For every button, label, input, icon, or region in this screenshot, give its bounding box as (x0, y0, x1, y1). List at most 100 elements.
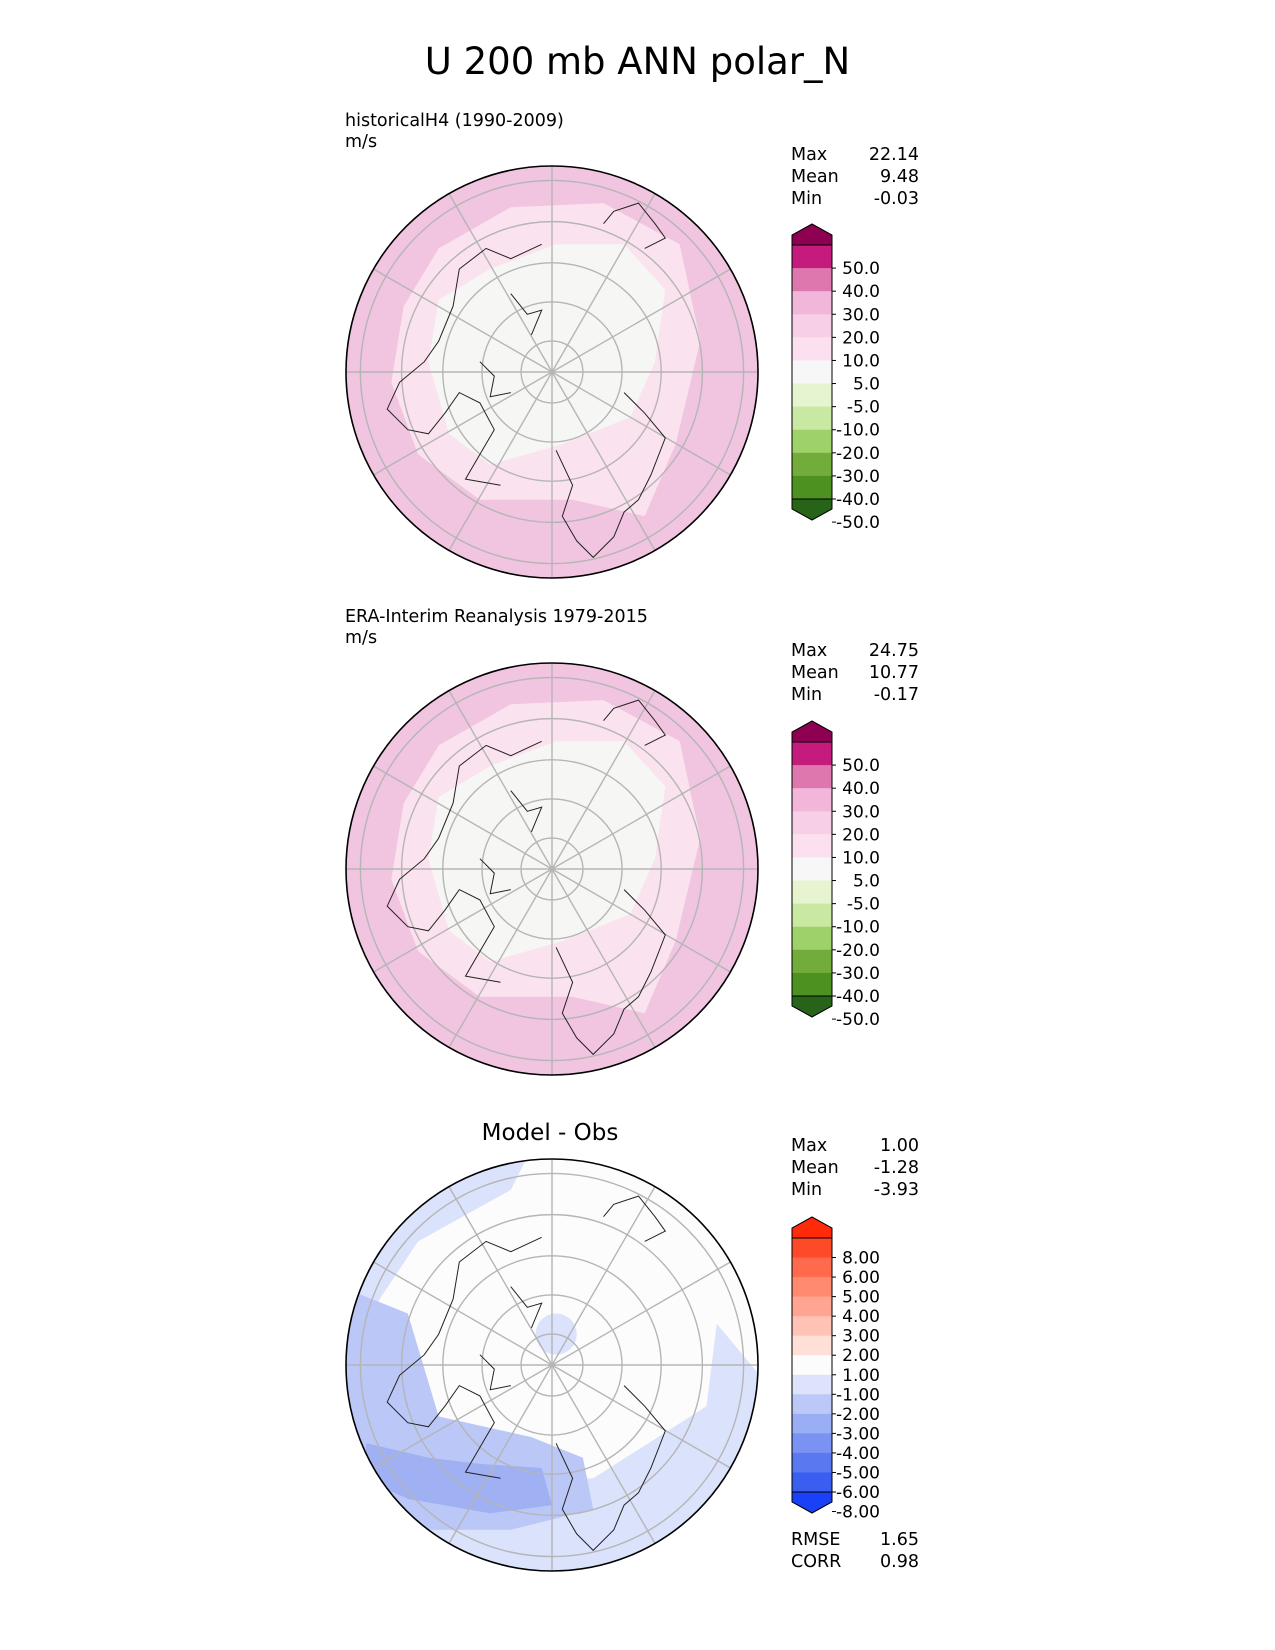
colorbar-segment (792, 1277, 832, 1298)
meridian-line (373, 268, 553, 373)
map-boundary (345, 662, 759, 1076)
colorbar-segment (792, 949, 832, 974)
colorbar-tick-label: 8.00 (842, 1249, 880, 1269)
coastline (510, 293, 543, 336)
panel1-model-name: historicalH4 (1990-2009) (345, 111, 564, 131)
graticule (346, 166, 758, 578)
coastline (386, 1236, 542, 1479)
colorbar-tick-label: -6.00 (836, 1483, 880, 1503)
colorbar-segment (792, 268, 832, 292)
colorbar-tick-label: -20.0 (836, 941, 880, 961)
meridian-line (373, 1261, 553, 1366)
meridian-line (551, 371, 731, 476)
meridian-line (551, 1364, 731, 1469)
colorbar-segment (792, 1355, 832, 1376)
meridian-line (448, 1364, 553, 1544)
colorbar-tick-label: 50.0 (842, 259, 880, 279)
colorbar-segment (792, 1413, 832, 1434)
colorbar-tick-label: 40.0 (842, 282, 880, 302)
colorbar-tick-label: 6.00 (842, 1268, 880, 1288)
colorbar-segment (792, 1296, 832, 1317)
colorbar-segment (792, 857, 832, 882)
colorbar-segment (792, 972, 832, 997)
colorbar-tick-label: 20.0 (842, 328, 880, 348)
coastline (555, 1385, 666, 1552)
polar-map-1 (345, 165, 759, 579)
colorbar-segment (792, 475, 832, 500)
figure-title: U 200 mb ANN polar_N (424, 40, 851, 83)
panel2-units: m/s (345, 628, 378, 648)
map-boundary (345, 1158, 759, 1572)
colorbar-tick-label: -5.0 (847, 398, 880, 418)
colorbar-tick-label: -50.0 (836, 1010, 880, 1030)
stat-min: Min -0.17 (791, 685, 919, 705)
colorbar-tick-label: 40.0 (842, 779, 880, 799)
meridian-line (373, 765, 553, 870)
colorbar-segment (792, 788, 832, 812)
colorbar-tick-label: 30.0 (842, 305, 880, 325)
stat-mean: Mean 10.77 (791, 663, 919, 683)
stat-min: Min -0.03 (791, 189, 919, 209)
colorbar-segment (792, 429, 832, 454)
colorbar-segment (792, 1433, 832, 1454)
colorbar-extend-max (791, 223, 833, 246)
colorbar-tick-label: -4.00 (836, 1444, 880, 1464)
stat-max: Max 24.75 (791, 641, 919, 661)
colorbar-tick-label: 4.00 (842, 1307, 880, 1327)
stat-mean: Mean 9.48 (791, 167, 919, 187)
colorbar-tick-label: -5.00 (836, 1463, 880, 1483)
colorbar-tick-label: 3.00 (842, 1327, 880, 1347)
colorbar-tick-label: -5.0 (847, 895, 880, 915)
graticule (346, 1159, 758, 1571)
stat-min: Min -3.93 (791, 1180, 919, 1200)
colorbar-segment (792, 880, 832, 905)
colorbar-extend-min (791, 1491, 833, 1514)
meridian-line (551, 1261, 731, 1366)
coastline (555, 889, 666, 1056)
colorbar-segment (792, 1374, 832, 1395)
field-layer (346, 1159, 758, 1571)
coastline (479, 361, 511, 398)
colorbar-segment (792, 337, 832, 361)
panel3-title: Model - Obs (481, 1120, 619, 1146)
colorbar-segment (792, 245, 832, 269)
panel3-stats: Max 1.00 Mean -1.28 Min -3.93 (791, 1135, 919, 1201)
coastline (603, 202, 667, 249)
panel1-units: m/s (345, 132, 378, 152)
colorbar-frame (791, 741, 833, 997)
colorbar-segment (792, 926, 832, 951)
colorbar-3: 8.006.005.004.003.002.001.00-1.00-2.00-3… (791, 1216, 880, 1523)
colorbar-segment (792, 811, 832, 835)
stat-max: Max 1.00 (791, 1136, 919, 1156)
coastline (603, 1195, 667, 1242)
colorbar-extend-max (791, 1216, 833, 1239)
colorbar-2: 50.0 40.0 30.0 20.0 10.0 5.0 -5.0 -10.0 -20.0 -30… (791, 720, 880, 1030)
polar-map-3 (345, 1158, 759, 1572)
colorbar-segment (792, 383, 832, 408)
colorbar-tick-label: -30.0 (836, 467, 880, 487)
coastline (479, 858, 511, 895)
colorbar-extend-max (791, 720, 833, 743)
meridian-line (448, 690, 553, 870)
colorbar-tick-label: -30.0 (836, 964, 880, 984)
colorbar-segment (792, 1238, 832, 1259)
colorbar-tick-label: 50.0 (842, 756, 880, 776)
colorbar-tick-label: -40.0 (836, 987, 880, 1007)
meridian-line (448, 868, 553, 1048)
meridian-line (551, 868, 656, 1048)
coastline (479, 1354, 511, 1391)
coastlines (386, 1195, 667, 1552)
colorbar-extend-min (791, 498, 833, 521)
colorbar-segment (792, 742, 832, 766)
meridian-line (551, 268, 731, 373)
colorbar-1: 50.0 40.0 30.0 20.0 10.0 5.0 -5.0 -10.0 -20.0 -30… (791, 223, 880, 533)
colorbar-tick-label: -10.0 (836, 918, 880, 938)
colorbar-segment (792, 903, 832, 928)
colorbar-tick-label: 10.0 (842, 848, 880, 868)
colorbar-tick-label: -50.0 (836, 513, 880, 533)
colorbar-segment (792, 291, 832, 315)
meridian-line (373, 868, 553, 973)
map-boundary (345, 165, 759, 579)
colorbar-tick-label: -3.00 (836, 1424, 880, 1444)
